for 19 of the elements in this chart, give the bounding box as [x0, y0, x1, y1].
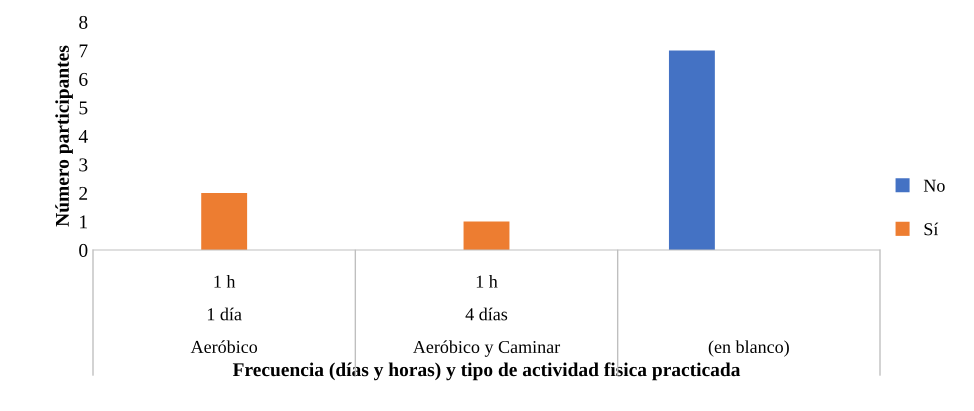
bar [464, 222, 510, 250]
legend-label: Sí [924, 222, 938, 236]
y-tick-label: 6 [79, 72, 88, 86]
x-axis-title: Frecuencia (días y horas) y tipo de actividad fisica practicada [232, 362, 740, 380]
y-tick-label: 5 [80, 102, 88, 114]
y-tick-label: 1 [80, 215, 87, 228]
y-tick-label: 4 [78, 130, 88, 143]
x-tick-label: 1 h 1 día Aeróbico [190, 275, 258, 354]
y-tick-label: 8 [79, 16, 88, 29]
x-tick-label: 1 h 4 días Aeróbico y Caminar [412, 275, 560, 357]
y-tick-label: 2 [79, 186, 88, 200]
y-tick-label: 7 [80, 44, 88, 58]
legend-label: No [924, 180, 945, 192]
x-tick-label: (en blanco) [708, 340, 789, 357]
y-axis-title: Número participantes [55, 46, 73, 226]
y-tick-label: 0 [79, 244, 88, 257]
y-tick-label: 3 [79, 158, 88, 172]
bar [668, 50, 715, 250]
bar [201, 193, 248, 250]
